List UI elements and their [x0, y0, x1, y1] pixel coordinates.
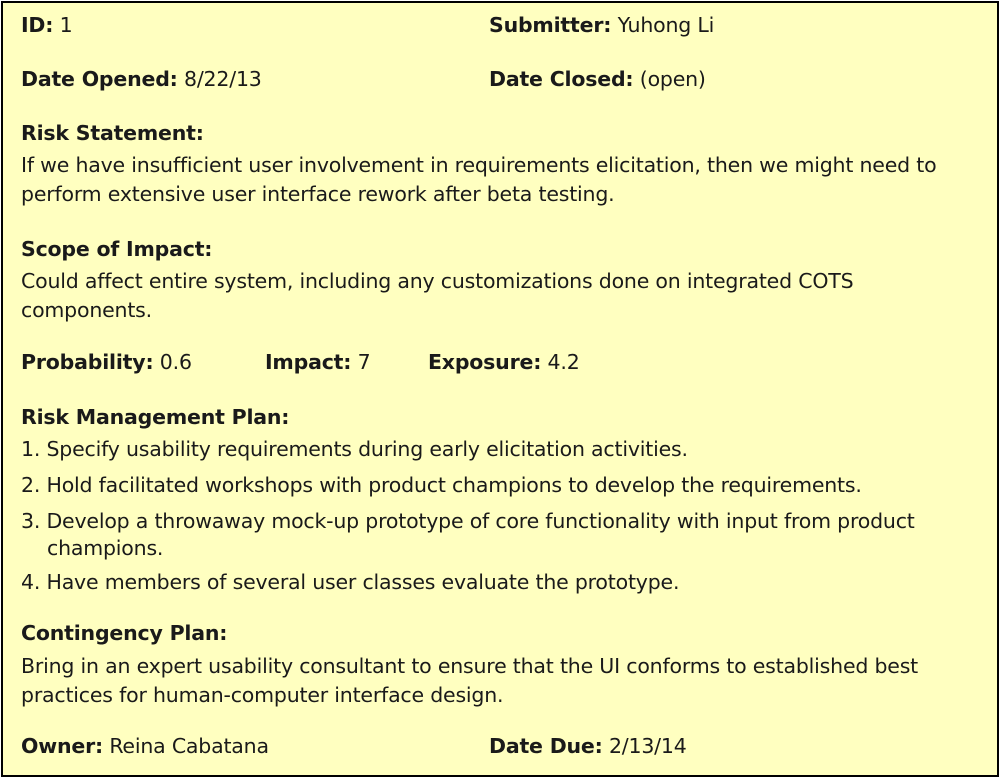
impact-label: Impact:: [265, 350, 352, 374]
plan-item: 4. Have members of several user classes …: [21, 570, 680, 594]
submitter-label: Submitter:: [489, 13, 612, 37]
exposure-field: Exposure: 4.2: [428, 350, 580, 374]
date-opened-field: Date Opened: 8/22/13: [21, 67, 262, 91]
owner-field: Owner: Reina Cabatana: [21, 734, 269, 758]
impact-value: 7: [357, 350, 371, 374]
date-opened-label: Date Opened:: [21, 67, 178, 91]
date-closed-label: Date Closed:: [489, 67, 634, 91]
plan-item: 1. Specify usability requirements during…: [21, 437, 688, 461]
date-closed-field: Date Closed: (open): [489, 67, 706, 91]
contingency-plan-heading: Contingency Plan:: [21, 621, 228, 645]
probability-label: Probability:: [21, 350, 154, 374]
owner-value: Reina Cabatana: [109, 734, 269, 758]
scope-of-impact-text: Could affect entire system, including an…: [21, 269, 854, 322]
date-due-value: 2/13/14: [608, 734, 687, 758]
impact-field: Impact: 7: [265, 350, 371, 374]
probability-value: 0.6: [159, 350, 192, 374]
id-label: ID:: [21, 13, 54, 37]
exposure-value: 4.2: [547, 350, 580, 374]
risk-statement-text: If we have insufficient user involvement…: [21, 153, 937, 206]
date-due-field: Date Due: 2/13/14: [489, 734, 687, 758]
risk-statement-heading: Risk Statement:: [21, 121, 204, 145]
date-closed-value: (open): [639, 67, 706, 91]
id-value: 1: [59, 13, 73, 37]
submitter-field: Submitter: Yuhong Li: [489, 13, 714, 37]
probability-field: Probability: 0.6: [21, 350, 192, 374]
owner-label: Owner:: [21, 734, 103, 758]
date-due-label: Date Due:: [489, 734, 603, 758]
id-field: ID: 1: [21, 13, 73, 37]
plan-item: 3. Develop a throwaway mock-up prototype…: [21, 509, 915, 560]
scope-of-impact-heading: Scope of Impact:: [21, 237, 213, 261]
date-opened-value: 8/22/13: [184, 67, 262, 91]
risk-management-plan-heading: Risk Management Plan:: [21, 405, 290, 429]
plan-item: 2. Hold facilitated workshops with produ…: [21, 473, 862, 497]
submitter-value: Yuhong Li: [617, 13, 715, 37]
exposure-label: Exposure:: [428, 350, 542, 374]
contingency-plan-text: Bring in an expert usability consultant …: [21, 654, 919, 707]
